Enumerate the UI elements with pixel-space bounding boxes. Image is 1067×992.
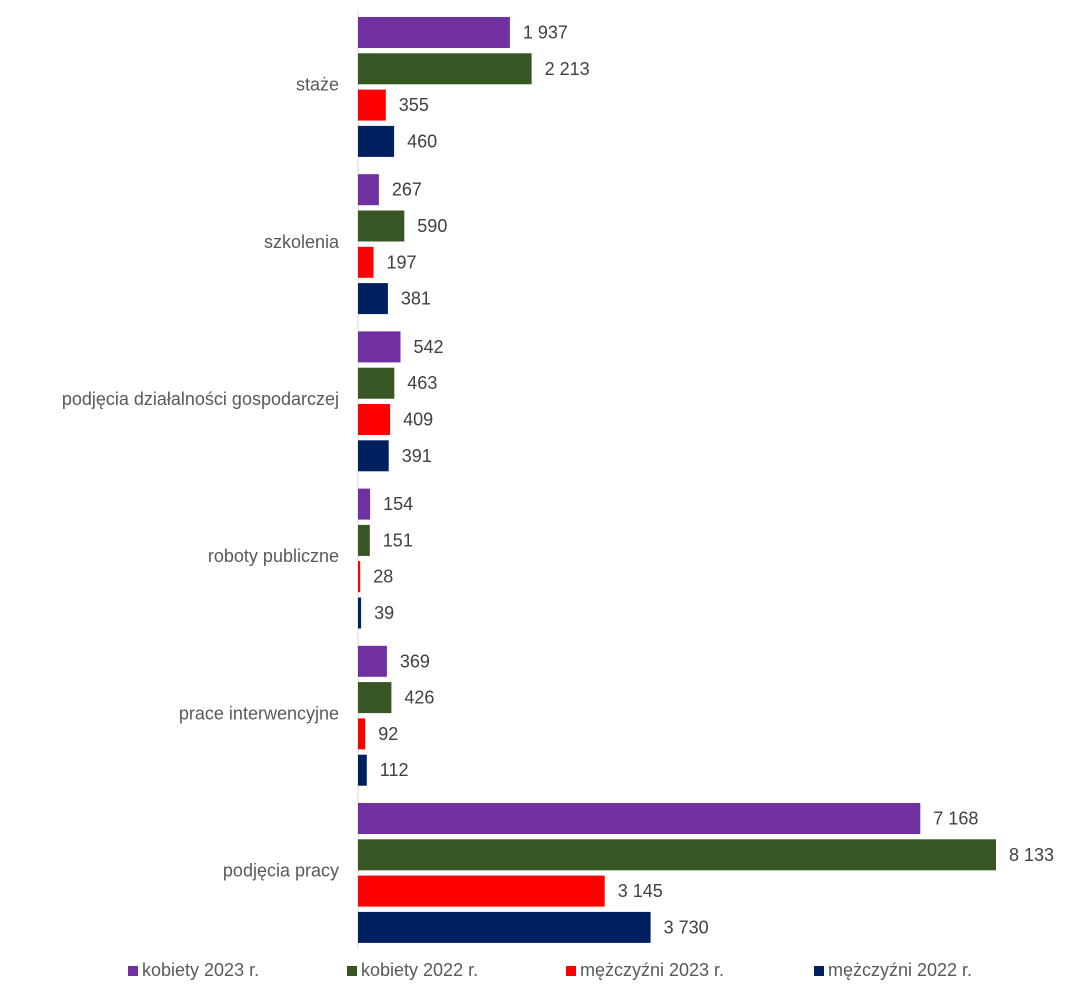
bar — [358, 524, 370, 556]
legend: kobiety 2023 r. kobiety 2022 r. mężczyźn… — [0, 960, 1067, 988]
bar — [358, 875, 605, 907]
data-label: 355 — [399, 95, 429, 115]
bar — [358, 561, 361, 593]
bar — [358, 839, 996, 871]
bar — [358, 754, 367, 786]
data-label: 7 168 — [933, 809, 978, 829]
data-label: 2 213 — [545, 59, 590, 79]
data-label: 409 — [403, 410, 433, 430]
bar — [358, 246, 374, 278]
data-label: 8 133 — [1009, 845, 1054, 865]
data-label: 381 — [401, 289, 431, 309]
data-label: 267 — [392, 180, 422, 200]
category-label: staże — [296, 75, 339, 95]
bar — [358, 911, 651, 943]
bar — [358, 803, 921, 834]
data-label: 1 937 — [523, 23, 568, 43]
bar — [358, 283, 388, 315]
legend-item-kobiety-2023: kobiety 2023 r. — [128, 960, 259, 981]
bar — [358, 89, 386, 121]
data-label: 3 145 — [618, 881, 663, 901]
data-label: 460 — [407, 131, 437, 151]
bar — [358, 174, 379, 206]
legend-item-kobiety-2022: kobiety 2022 r. — [347, 960, 478, 981]
bar — [358, 331, 401, 363]
data-label: 154 — [383, 494, 413, 514]
bar — [358, 682, 392, 714]
category-label: podjęcia działalności gospodarczej — [62, 389, 339, 409]
data-label: 151 — [383, 530, 413, 550]
data-label: 92 — [378, 724, 398, 744]
bar — [358, 125, 395, 157]
category-label: szkolenia — [264, 232, 340, 252]
data-label: 112 — [380, 760, 409, 780]
bar — [358, 718, 366, 750]
legend-item-mezczyzni-2022: mężczyźni 2022 r. — [814, 960, 972, 981]
bar — [358, 17, 510, 48]
legend-swatch-icon — [814, 965, 824, 976]
data-label: 197 — [387, 252, 417, 272]
bar — [358, 367, 395, 399]
data-label: 39 — [374, 603, 394, 623]
bar — [358, 645, 387, 677]
legend-swatch-icon — [566, 965, 576, 976]
data-label: 426 — [404, 688, 434, 708]
category-label: roboty publiczne — [208, 546, 339, 566]
data-label: 463 — [407, 373, 437, 393]
bar — [358, 440, 389, 472]
data-label: 590 — [417, 216, 447, 236]
bar — [358, 210, 405, 242]
bars-group — [358, 17, 996, 943]
data-label: 542 — [414, 337, 444, 357]
legend-item-mezczyzni-2023: mężczyźni 2023 r. — [566, 960, 724, 981]
legend-label: mężczyźni 2022 r. — [828, 960, 973, 980]
legend-label: mężczyźni 2023 r. — [580, 960, 725, 980]
legend-swatch-icon — [347, 965, 357, 976]
data-label: 391 — [402, 446, 432, 466]
data-label: 369 — [400, 651, 430, 671]
bar — [358, 53, 532, 85]
data-label: 3 730 — [664, 917, 709, 937]
legend-swatch-icon — [128, 965, 138, 976]
bar — [358, 404, 391, 435]
bar — [358, 488, 371, 520]
category-label: prace interwencyjne — [179, 703, 339, 723]
bar — [358, 597, 362, 629]
legend-label: kobiety 2022 r. — [361, 960, 479, 980]
legend-label: kobiety 2023 r. — [142, 960, 260, 980]
category-label: podjęcia pracy — [223, 861, 339, 881]
data-label: 28 — [373, 567, 393, 587]
